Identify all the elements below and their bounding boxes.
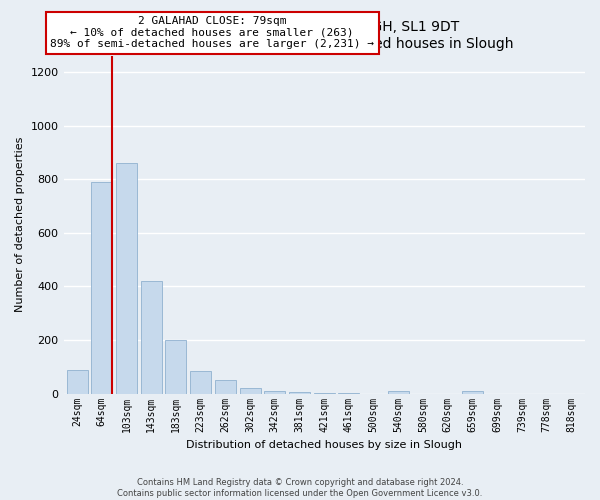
Bar [462, 391, 483, 394]
Text: 2 GALAHAD CLOSE: 79sqm
← 10% of detached houses are smaller (263)
89% of semi-de: 2 GALAHAD CLOSE: 79sqm ← 10% of detached… [50, 16, 374, 49]
Bar [215, 380, 236, 394]
Bar [388, 391, 409, 394]
Bar [239, 388, 260, 394]
Bar [190, 371, 211, 394]
Bar [314, 393, 335, 394]
Bar [338, 393, 359, 394]
Text: Contains HM Land Registry data © Crown copyright and database right 2024.
Contai: Contains HM Land Registry data © Crown c… [118, 478, 482, 498]
Bar [289, 392, 310, 394]
Bar [67, 370, 88, 394]
Bar [265, 392, 286, 394]
Bar [166, 340, 187, 394]
X-axis label: Distribution of detached houses by size in Slough: Distribution of detached houses by size … [186, 440, 462, 450]
Title: 2, GALAHAD CLOSE, SLOUGH, SL1 9DT
Size of property relative to detached houses i: 2, GALAHAD CLOSE, SLOUGH, SL1 9DT Size o… [136, 20, 513, 50]
Bar [91, 182, 112, 394]
Bar [116, 163, 137, 394]
Bar [141, 281, 162, 394]
Y-axis label: Number of detached properties: Number of detached properties [15, 137, 25, 312]
